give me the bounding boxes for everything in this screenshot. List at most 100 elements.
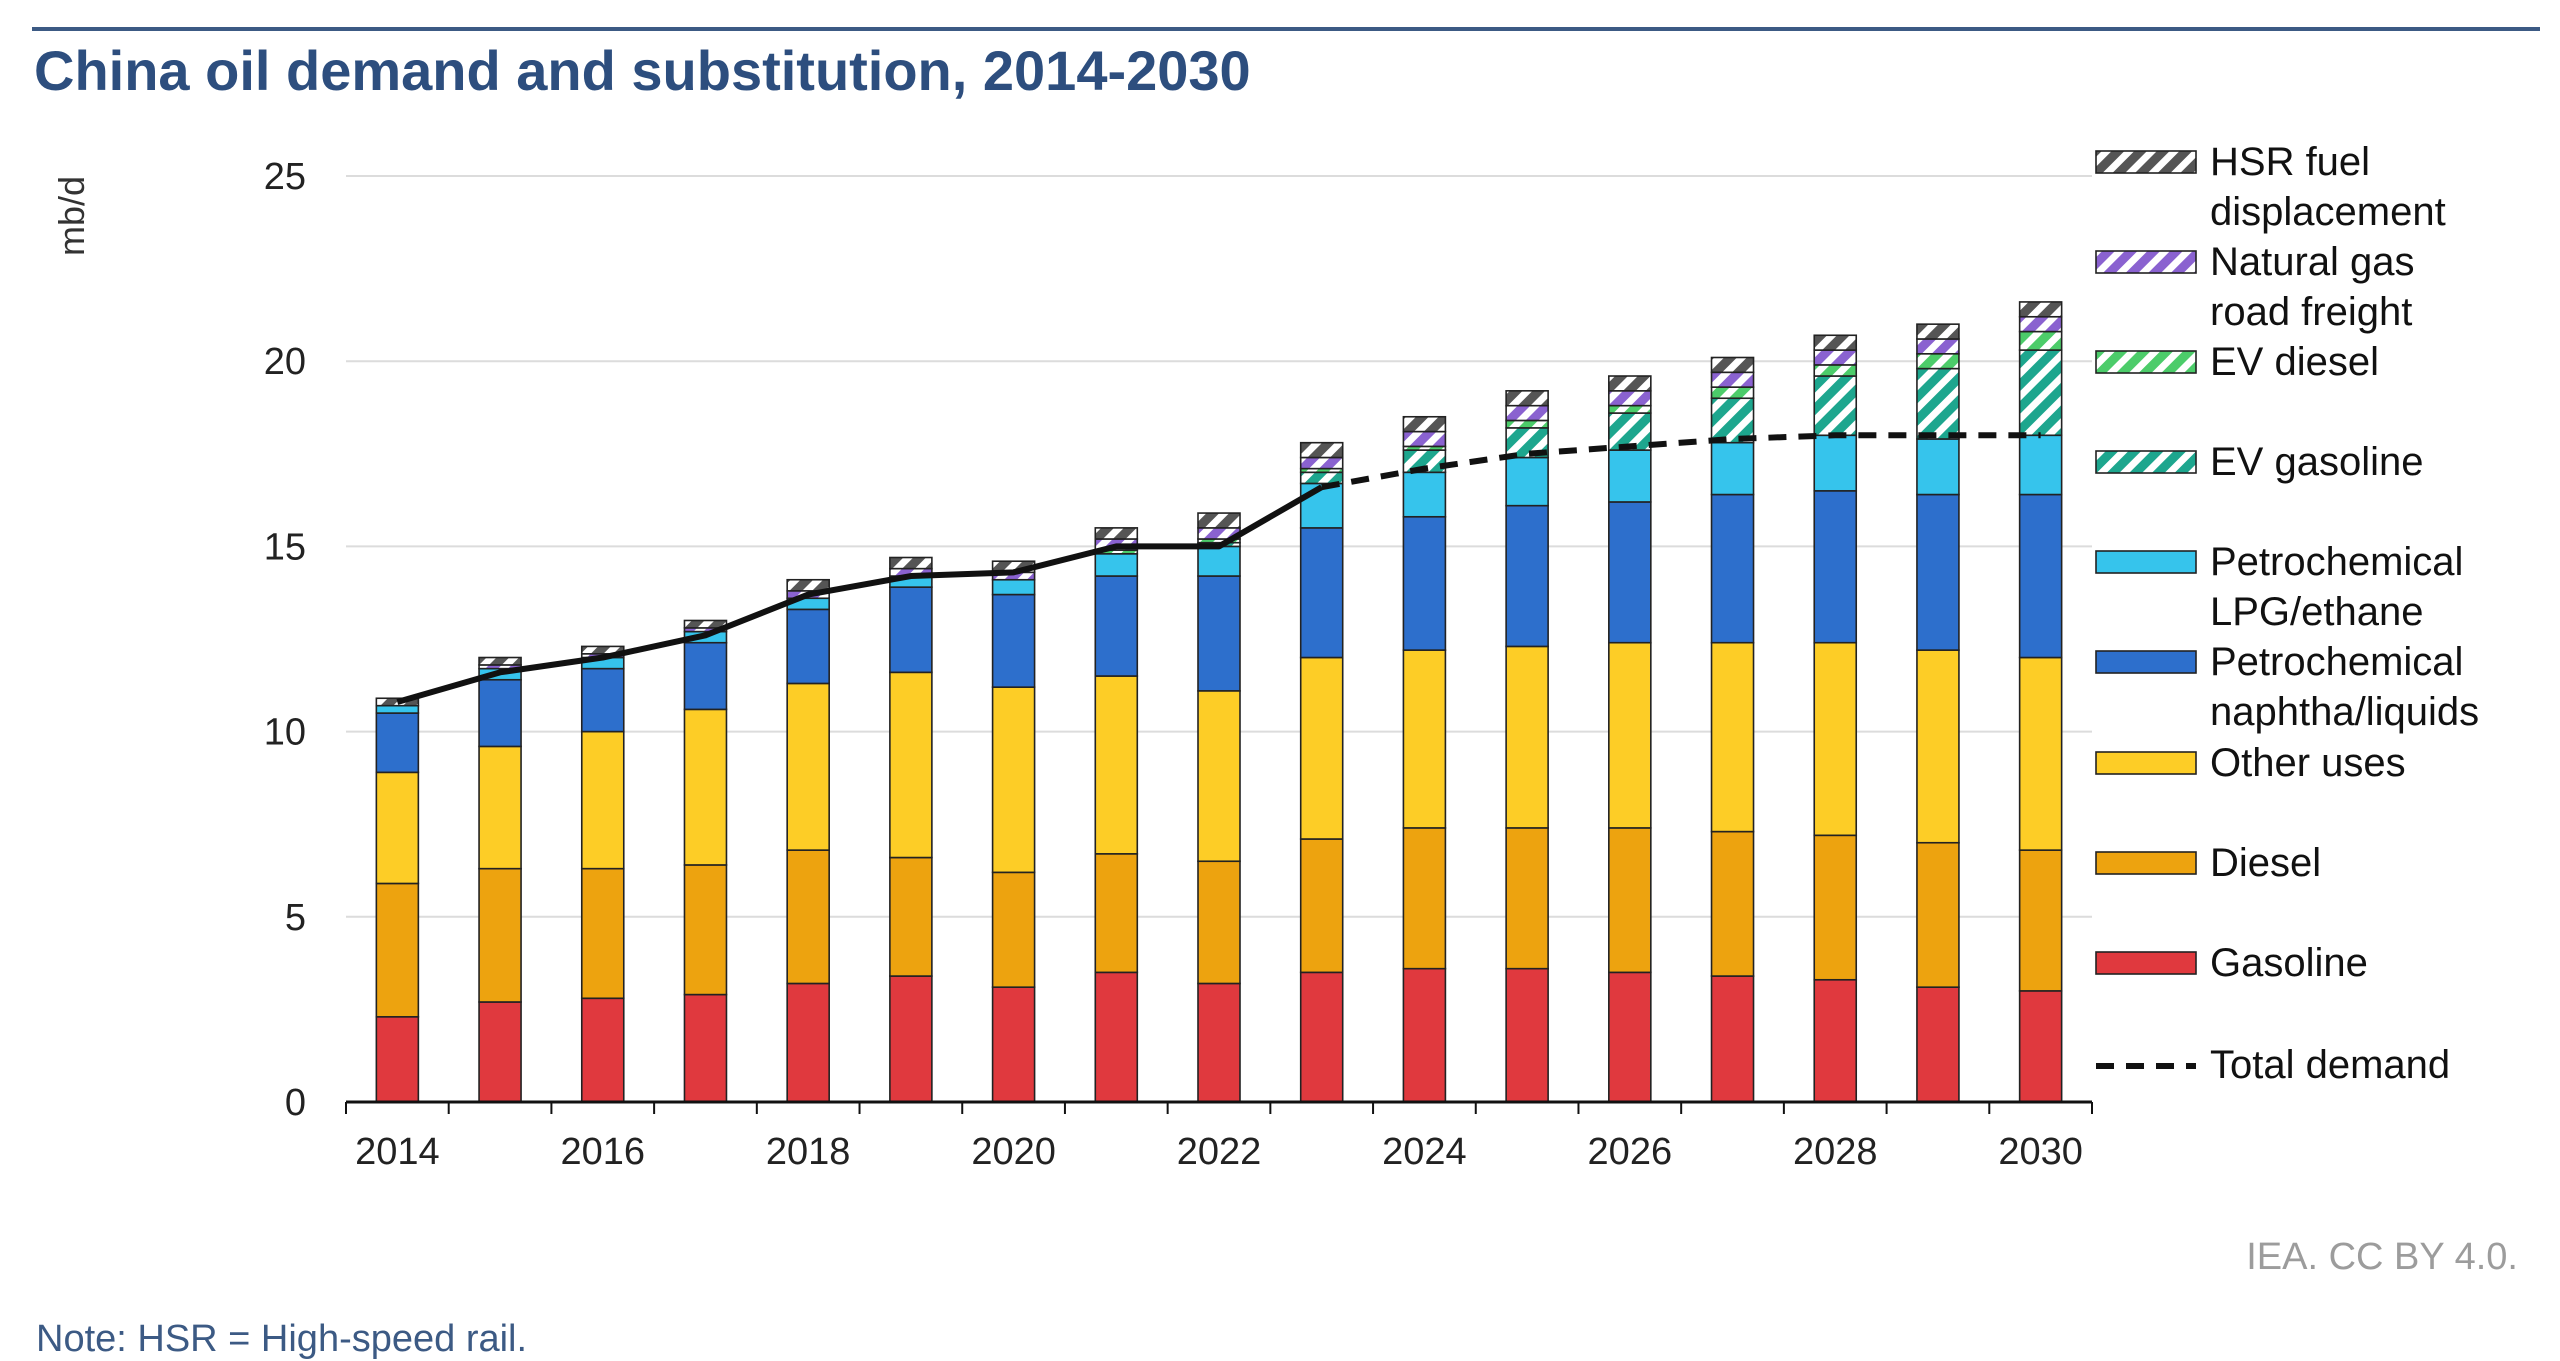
bar-segment (889, 671, 933, 859)
legend-label: Natural gas (2210, 240, 2415, 284)
bar-segment (1916, 367, 1960, 440)
legend-label: road freight (2210, 290, 2412, 334)
legend-swatch (2095, 250, 2197, 274)
bar-segment (580, 667, 625, 733)
y-tick-label: 10 (264, 712, 306, 754)
bar-segment (1505, 504, 1549, 648)
bar-segment (1505, 967, 1549, 1103)
legend-swatch (2095, 550, 2197, 574)
legend-swatch (2095, 851, 2197, 875)
bar-segment (1402, 967, 1447, 1103)
bar-segment (1813, 375, 1858, 437)
legend-label: displacement (2210, 190, 2446, 234)
bar-segment (786, 849, 830, 985)
bar-segment (1813, 641, 1858, 837)
y-tick-label: 0 (285, 1082, 306, 1124)
bar-segment (2018, 315, 2063, 333)
bar-segment (1916, 323, 1960, 340)
legend-label: Petrochemical (2210, 640, 2463, 684)
bar-segment (889, 586, 933, 674)
bar-segment (1505, 419, 1549, 429)
bar-segment (1299, 971, 1344, 1103)
bar-segment (1916, 986, 1960, 1103)
bar-segment (1710, 830, 1755, 977)
bar-segment (478, 867, 522, 1003)
legend-label: HSR fuel (2210, 140, 2370, 184)
bar-segment (1608, 404, 1652, 414)
bar-segment (1299, 838, 1344, 974)
bar-segment (1197, 982, 1241, 1103)
legend-label: LPG/ethane (2210, 590, 2424, 634)
bar-segment (786, 982, 830, 1103)
y-tick-label: 5 (285, 897, 306, 939)
bar-segment (1402, 471, 1447, 518)
bar-segment (2018, 849, 2063, 992)
x-tick-label: 2022 (1177, 1131, 1262, 1173)
legend-swatch (2095, 450, 2197, 474)
bar-segment (375, 1016, 420, 1103)
bar-segment (1710, 493, 1755, 644)
bar-segment (1813, 434, 1858, 492)
bar-segment (2018, 301, 2063, 318)
bar-segment (1197, 860, 1241, 985)
bar-segment (991, 593, 1036, 688)
bar-segment (1402, 430, 1447, 448)
bar-segment (786, 578, 830, 592)
bar-segment (2018, 990, 2063, 1103)
x-tick-label: 2026 (1588, 1131, 1673, 1173)
bar-segment (1197, 545, 1241, 577)
bar-segment (1710, 371, 1755, 388)
bar-segment (683, 641, 728, 711)
bar-segment (2018, 349, 2063, 437)
y-tick-label: 15 (264, 526, 306, 568)
bar-segment (991, 578, 1036, 596)
legend-swatch (2095, 751, 2197, 775)
x-tick-label: 2016 (560, 1131, 645, 1173)
credit-text: IEA. CC BY 4.0. (2246, 1236, 2518, 1278)
bar-segment (2018, 434, 2063, 496)
bar-segment (991, 686, 1036, 874)
bar-segment (1608, 449, 1652, 503)
bar-segment (1402, 415, 1447, 433)
bar-segment (1505, 827, 1549, 970)
bar-segment (1916, 841, 1960, 988)
bar-segment (1299, 527, 1344, 659)
bar-segment (1299, 456, 1344, 470)
bar-segment (683, 993, 728, 1103)
x-tick-label: 2030 (1998, 1131, 2083, 1173)
legend-swatch (2095, 951, 2197, 975)
bar-segment (1608, 641, 1652, 829)
bar-segment (1299, 441, 1344, 459)
legend-label: Total demand (2210, 1043, 2450, 1087)
bar-segment (1505, 645, 1549, 829)
note-text: Note: HSR = High-speed rail. (36, 1318, 528, 1360)
bar-segment (1094, 853, 1139, 974)
legend-label: EV diesel (2210, 340, 2379, 384)
bar-segment (1608, 375, 1652, 392)
bar-segment (1094, 675, 1139, 855)
legend-label: naphtha/liquids (2210, 690, 2479, 734)
bar-segment (580, 730, 625, 870)
y-tick-label: 20 (264, 341, 306, 383)
bar-segment (580, 997, 625, 1103)
bar-segment (991, 986, 1036, 1103)
bar-segment (786, 608, 830, 685)
bar-segment (1094, 527, 1139, 540)
bar-segment (2018, 330, 2063, 351)
bar-segment (1813, 334, 1858, 351)
bar-segment (1505, 456, 1549, 507)
x-tick-label: 2014 (355, 1131, 440, 1173)
legend-label: EV gasoline (2210, 440, 2423, 484)
x-tick-label: 2018 (766, 1131, 851, 1173)
x-tick-label: 2020 (971, 1131, 1056, 1173)
legend-label: Diesel (2210, 841, 2321, 885)
legend-label: Petrochemical (2210, 540, 2463, 584)
legend-label: Gasoline (2210, 941, 2368, 985)
bar-segment (1094, 553, 1139, 577)
bar-segment (580, 867, 625, 1000)
x-tick-label: 2028 (1793, 1131, 1878, 1173)
bar-segment (1094, 575, 1139, 677)
bar-segment (478, 1001, 522, 1103)
bar-segment (1813, 978, 1858, 1103)
